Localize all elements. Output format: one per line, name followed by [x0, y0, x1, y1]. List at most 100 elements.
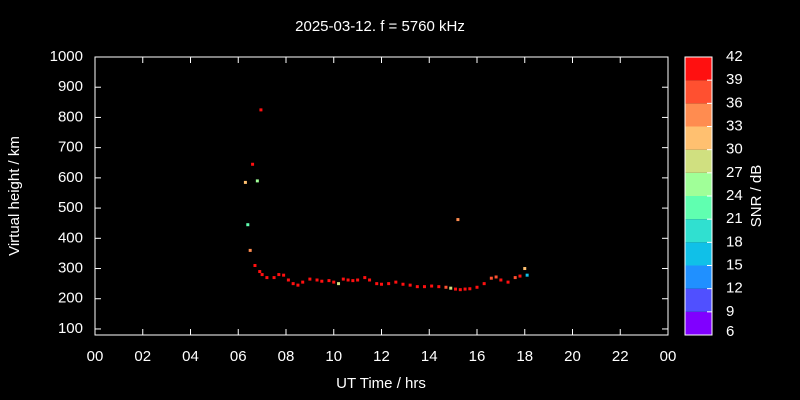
data-point [337, 282, 341, 286]
colorbar-tick-label: 9 [726, 303, 734, 320]
data-point [282, 273, 286, 277]
x-tick-label: 04 [182, 348, 199, 365]
data-point [422, 285, 426, 289]
data-point [463, 287, 467, 291]
data-point [346, 278, 350, 282]
data-point [525, 273, 529, 277]
colorbar-tick-label: 27 [726, 164, 743, 181]
x-tick-label: 02 [134, 348, 151, 365]
x-tick-label: 20 [564, 348, 581, 365]
y-tick-label: 700 [58, 139, 83, 156]
colorbar-band [685, 172, 712, 196]
data-point [356, 278, 360, 282]
data-point [265, 276, 269, 280]
data-point [380, 282, 383, 286]
data-point [468, 287, 472, 291]
data-point [246, 223, 250, 227]
x-tick-label: 08 [278, 348, 295, 365]
x-tick-label: 22 [612, 348, 629, 365]
data-point [315, 278, 319, 282]
colorbar-tick-label: 6 [726, 323, 734, 340]
data-point [523, 267, 527, 271]
data-point [506, 280, 510, 284]
y-tick-label: 1000 [50, 48, 83, 65]
data-point [291, 282, 295, 286]
data-point [308, 277, 312, 281]
data-point [368, 278, 372, 282]
data-point [320, 279, 324, 283]
x-tick-label: 14 [421, 348, 438, 365]
colorbar-title: SNR / dB [748, 165, 765, 228]
data-point [243, 180, 247, 184]
data-point [253, 264, 257, 267]
colorbar-tick-label: 24 [726, 187, 743, 204]
y-tick-label: 300 [58, 259, 83, 276]
colorbar-band [685, 57, 712, 81]
data-point [513, 276, 517, 280]
colorbar-band [685, 103, 712, 127]
data-point [301, 280, 305, 284]
x-tick-label: 16 [469, 348, 486, 365]
data-point [259, 108, 263, 112]
data-point [482, 282, 486, 286]
data-point [458, 288, 462, 292]
data-point [401, 282, 405, 286]
colorbar-band [685, 126, 712, 150]
data-point [341, 277, 345, 281]
colorbar-band [685, 149, 712, 173]
data-point [456, 218, 460, 222]
data-point [494, 275, 498, 279]
data-point [387, 282, 391, 286]
data-point [489, 276, 493, 280]
x-tick-label: 00 [660, 348, 677, 365]
x-tick-label: 00 [87, 348, 104, 365]
data-point [499, 278, 503, 282]
data-point [449, 286, 453, 290]
y-tick-label: 200 [58, 290, 83, 307]
data-point [248, 248, 252, 252]
colorbar-band [685, 311, 712, 335]
x-tick-label: 10 [325, 348, 342, 365]
colorbar-band [685, 288, 712, 312]
colorbar-tick-label: 36 [726, 94, 743, 111]
x-tick-label: 12 [373, 348, 390, 365]
colorbar-tick-label: 39 [726, 71, 743, 88]
x-tick-label: 06 [230, 348, 247, 365]
y-tick-label: 500 [58, 199, 83, 216]
x-tick-label: 18 [516, 348, 533, 365]
data-point [437, 285, 441, 289]
data-point [258, 270, 262, 274]
plot-frame [94, 56, 669, 336]
colorbar-tick-label: 33 [726, 117, 743, 134]
data-point [277, 273, 281, 277]
data-point [332, 280, 336, 284]
data-point [518, 274, 522, 278]
data-point [454, 287, 458, 291]
data-point [327, 279, 331, 283]
y-tick-label: 800 [58, 108, 83, 125]
data-point [375, 282, 379, 286]
colorbar-tick-label: 15 [726, 256, 743, 273]
data-point [415, 285, 419, 289]
y-tick-label: 400 [58, 229, 83, 246]
y-tick-label: 600 [58, 169, 83, 186]
chart-title: 2025-03-12. f = 5760 kHz [295, 18, 465, 35]
colorbar-band [685, 80, 712, 104]
y-tick-label: 100 [58, 320, 83, 337]
x-axis-title: UT Time / hrs [336, 375, 426, 392]
data-point [296, 283, 300, 287]
colorbar-band [685, 242, 712, 266]
data-point [430, 284, 434, 288]
data-point [475, 285, 479, 289]
y-tick-label: 900 [58, 78, 83, 95]
data-point [286, 278, 290, 282]
y-axis-title: Virtual height / km [6, 136, 23, 256]
colorbar-tick-label: 42 [726, 48, 743, 65]
data-point [272, 276, 276, 280]
data-point [363, 276, 367, 280]
data-point [394, 280, 398, 284]
data-point [408, 283, 412, 287]
colorbar-band [685, 265, 712, 289]
data-point [444, 285, 448, 289]
